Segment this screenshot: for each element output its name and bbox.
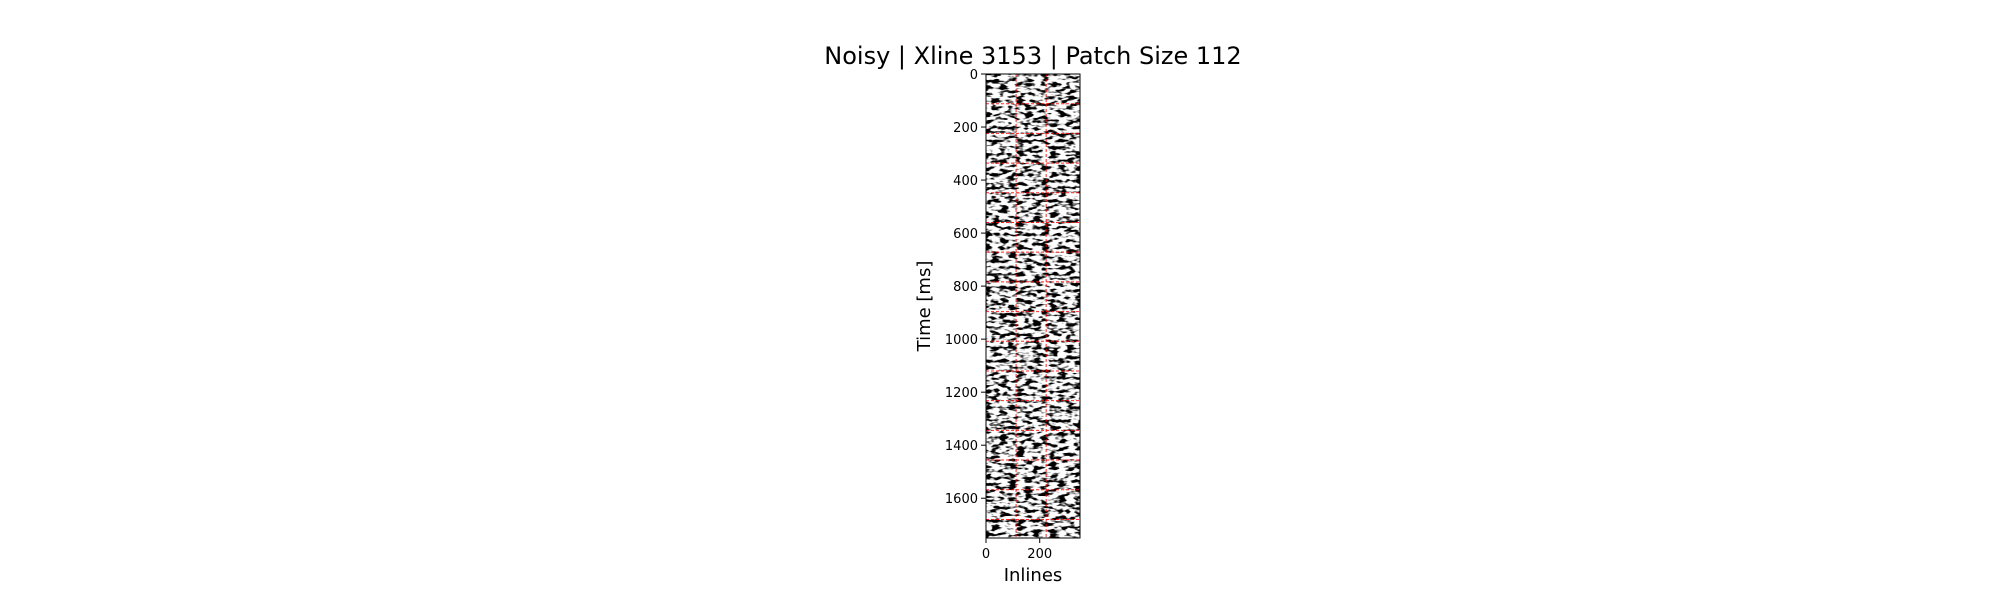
plot-frame <box>985 73 1081 539</box>
y-tick-label: 600 <box>953 227 978 242</box>
y-tick-label: 1200 <box>945 386 978 401</box>
seismic-section-image <box>986 74 1080 538</box>
x-tick-label: 200 <box>1027 547 1052 562</box>
y-tick-label: 800 <box>953 280 978 295</box>
plot-area <box>986 74 1080 538</box>
y-axis: 0 200 400 600 800 1000 1200 1400 1600 <box>945 68 986 507</box>
x-axis: 0 200 <box>982 538 1052 562</box>
chart-title: Noisy | Xline 3153 | Patch Size 112 <box>824 42 1241 70</box>
y-tick-label: 1600 <box>945 492 978 507</box>
y-tick-label: 1400 <box>945 439 978 454</box>
y-tick-label: 0 <box>970 68 978 83</box>
y-tick-label: 1000 <box>945 333 978 348</box>
x-axis-label: Inlines <box>1004 565 1063 586</box>
patch-grid <box>986 74 1080 538</box>
y-axis-label: Time [ms] <box>914 261 935 353</box>
y-tick-label: 200 <box>953 121 978 136</box>
y-tick-label: 400 <box>953 174 978 189</box>
x-tick-label: 0 <box>982 547 990 562</box>
